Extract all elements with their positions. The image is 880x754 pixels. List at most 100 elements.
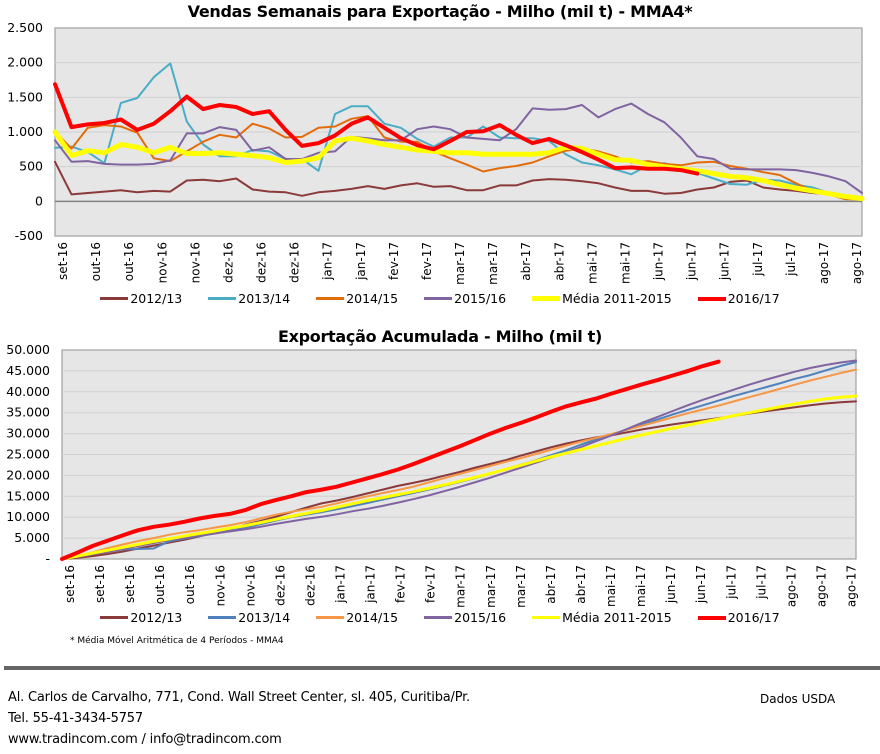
chart2-y-tick-label: 50.000 [6,342,50,357]
chart1-x-tick-label: out-16 [89,242,103,281]
chart2-x-tick-label: set-16 [63,565,77,603]
chart1-x-tick-label: nov-16 [155,242,169,283]
chart1-y-tick-label: 500 [19,159,43,174]
chart2-y-tick-label: 40.000 [6,384,50,399]
chart2-legend-item-2013-14: 2013/14 [208,610,290,625]
legend-swatch [100,616,129,619]
chart2-legend-item-m-dia-2011-2015: Média 2011-2015 [532,610,672,625]
separator-line [4,666,880,670]
chart2-x-tick-label: jun-17 [694,565,708,604]
legend-swatch [100,297,129,300]
chart2-y-tick-label: 30.000 [6,426,50,441]
legend-swatch [697,615,726,620]
chart2-x-tick-label: set-16 [123,565,137,603]
chart2-x-tick-label: ago-17 [784,565,798,607]
chart2-x-tick-label: jul-17 [754,565,768,600]
chart1-series-2016-17 [53,82,700,176]
chart1-x-tick-label: ago-17 [817,242,831,284]
chart1-x-tick-label: jul-17 [784,242,798,277]
chart2-x-tick-label: set-16 [93,565,107,603]
chart1-x-tick-label: jun-17 [652,242,666,281]
chart2-series-m-dia-2011-2015 [60,394,858,561]
chart1-y-tick-label: 1.500 [7,89,43,104]
chart2-y-tick-label: 35.000 [6,405,50,420]
chart2-x-tick-label: dez-16 [303,565,317,606]
chart2-x-tick-label: jun-17 [664,565,678,604]
chart1-x-tick-label: nov-16 [188,242,202,283]
chart1-series-2015-16 [54,102,863,194]
chart2-x-tick-label: abr-17 [574,565,588,604]
chart1-legend: 2012/13 2013/14 2014/15 2015/16 Média 2011-2… [0,291,880,306]
legend-swatch [532,616,561,619]
chart1-x-tick-label: fev-17 [387,242,401,280]
chart1-x-tick-label: fev-17 [420,242,434,280]
chart2-x-tick-label: ago-17 [814,565,828,607]
chart1-x-tick-label: out-16 [122,242,136,281]
chart2-x-tick-label: fev-17 [394,565,408,603]
chart1-x-tick-label: dez-16 [255,242,269,283]
chart1-x-tick-label: mar-17 [453,242,467,285]
chart2-y-tick-label: - [45,551,50,566]
chart2-legend-item-2012-13: 2012/13 [100,610,182,625]
legend-label: 2013/14 [238,291,291,306]
chart2-x-tick-label: out-16 [153,565,167,604]
legend-label: 2012/13 [130,610,183,625]
legend-swatch [532,296,561,301]
chart1-x-tick-label: jan-17 [354,242,368,281]
chart1-x-tick-label: mai-17 [585,242,599,284]
chart1-series-m-dia-2011-2015 [52,129,865,202]
chart1-legend-item-2015-16: 2015/16 [424,291,506,306]
legend-swatch [424,297,453,300]
legend-swatch [208,297,237,300]
chart1-legend-item-m-dia-2011-2015: Média 2011-2015 [532,291,672,306]
chart1-x-tick-label: jul-17 [751,242,765,277]
chart1-y-tick-label: -500 [15,228,43,243]
chart2-y-tick-label: 15.000 [6,488,50,503]
chart2-x-tick-label: jan-17 [334,565,348,604]
chart2-y-tick-label: 25.000 [6,447,50,462]
data-source: Dados USDA [760,692,836,706]
legend-swatch [424,616,453,619]
legend-label: 2014/15 [346,291,399,306]
chart2-y-tick-label: 20.000 [6,467,50,482]
legend-swatch [208,616,237,619]
footer-address: Al. Carlos de Carvalho, 771, Cond. Wall … [8,690,470,705]
chart2-x-tick-label: out-16 [183,565,197,604]
legend-label: Média 2011-2015 [562,291,672,306]
chart2-x-tick-label: fev-17 [424,565,438,603]
chart2-legend-item-2015-16: 2015/16 [424,610,506,625]
chart1-x-tick-label: set-16 [56,242,70,280]
chart2-x-tick-label: ago-17 [844,565,858,607]
chart1-y-tick-label: 1.000 [7,124,43,139]
chart1-x-tick-label: dez-16 [221,242,235,283]
chart2-y-tick-label: 10.000 [6,509,50,524]
legend-swatch [697,296,726,301]
legend-label: 2012/13 [130,291,183,306]
legend-swatch [316,297,345,300]
chart2-legend: 2012/13 2013/14 2014/15 2015/16 Média 2011-2… [0,610,880,625]
chart1-x-tick-label: dez-16 [288,242,302,283]
chart2-legend-item-2014-15: 2014/15 [316,610,398,625]
chart1-title: Vendas Semanais para Exportação - Milho … [187,2,693,21]
chart2-x-tick-label: mai-17 [634,565,648,607]
legend-label: 2015/16 [454,610,507,625]
chart1-y-tick-label: 2.000 [7,55,43,70]
chart1-x-tick-label: mar-17 [486,242,500,285]
legend-label: 2016/17 [727,610,780,625]
chart2-title: Exportação Acumulada - Milho (mil t) [277,327,603,346]
chart1-y-tick-label: 0 [35,193,43,208]
chart2-x-tick-label: dez-16 [273,565,287,606]
chart2-x-tick-label: abr-17 [544,565,558,604]
chart2-legend-item-2016-17: 2016/17 [697,610,780,625]
chart1-x-tick-label: abr-17 [519,242,533,281]
chart1-x-tick-label: mai-17 [618,242,632,284]
chart2-y-tick-label: 45.000 [6,363,50,378]
chart2-x-tick-label: jan-17 [364,565,378,604]
chart1-x-tick-label: abr-17 [552,242,566,281]
chart2-series-2016-17 [60,359,721,561]
footer-phone: Tel. 55-41-3434-5757 [8,711,143,726]
chart2-x-tick-label: mar-17 [484,565,498,608]
chart1-legend-item-2012-13: 2012/13 [100,291,182,306]
chart2-series-2015-16 [61,359,857,560]
footer-contact[interactable]: www.tradincom.com / info@tradincom.com [8,732,282,747]
